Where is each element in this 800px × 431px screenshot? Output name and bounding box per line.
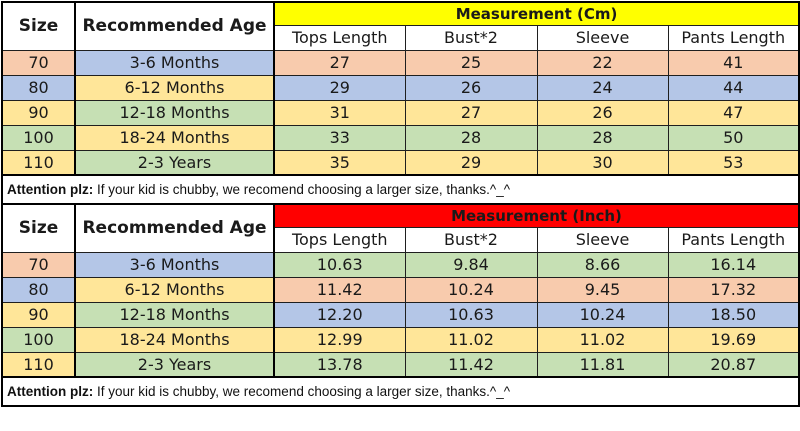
age-column-header-cm: Recommended Age: [74, 1, 275, 51]
value-cell: 50: [667, 124, 800, 151]
value-cell: 27: [273, 49, 406, 76]
value-cell: 41: [667, 49, 800, 76]
value-cell: 11.42: [273, 276, 406, 303]
value-cell: 28: [404, 124, 538, 151]
pants-length-header-inch: Pants Length: [667, 226, 800, 253]
size-chart-table: Size Recommended Age Measurement (Cm) To…: [1, 1, 800, 407]
value-cell: 29: [404, 149, 538, 176]
value-cell: 11.02: [404, 326, 538, 353]
attention-note-cm: Attention plz: If your kid is chubby, we…: [1, 174, 800, 205]
size-column-header-inch: Size: [1, 203, 76, 253]
table-row: 80 6-12 Months 29 26 24 44: [1, 74, 800, 101]
age-cell: 6-12 Months: [74, 276, 275, 303]
size-cell: 70: [1, 251, 76, 278]
age-cell: 18-24 Months: [74, 124, 275, 151]
attention-note-inch: Attention plz: If your kid is chubby, we…: [1, 376, 800, 407]
size-cell: 100: [1, 124, 76, 151]
table-row: 70 3-6 Months 10.63 9.84 8.66 16.14: [1, 251, 800, 278]
value-cell: 22: [536, 49, 669, 76]
value-cell: 10.63: [404, 301, 538, 328]
measurement-cm-band: Measurement (Cm): [273, 1, 800, 26]
size-cell: 70: [1, 49, 76, 76]
value-cell: 47: [667, 99, 800, 126]
attention-note-lead: Attention plz:: [7, 384, 94, 399]
sleeve-header-inch: Sleeve: [536, 226, 669, 253]
age-cell: 2-3 Years: [74, 149, 275, 176]
size-cell: 90: [1, 99, 76, 126]
age-cell: 2-3 Years: [74, 351, 275, 378]
size-cell: 80: [1, 74, 76, 101]
value-cell: 17.32: [667, 276, 800, 303]
value-cell: 12.99: [273, 326, 406, 353]
age-cell: 6-12 Months: [74, 74, 275, 101]
age-cell: 3-6 Months: [74, 251, 275, 278]
value-cell: 16.14: [667, 251, 800, 278]
value-cell: 10.63: [273, 251, 406, 278]
table-row: 110 2-3 Years 13.78 11.42 11.81 20.87: [1, 351, 800, 378]
size-cell: 90: [1, 301, 76, 328]
value-cell: 12.20: [273, 301, 406, 328]
value-cell: 31: [273, 99, 406, 126]
table-row: 100 18-24 Months 33 28 28 50: [1, 124, 800, 151]
value-cell: 44: [667, 74, 800, 101]
value-cell: 25: [404, 49, 538, 76]
cm-table-rows: 70 3-6 Months 27 25 22 41 80 6-12 Months 29 26 24 4…: [1, 49, 800, 176]
value-cell: 53: [667, 149, 800, 176]
bust-header-inch: Bust*2: [404, 226, 538, 253]
size-cell: 80: [1, 276, 76, 303]
table-row: 90 12-18 Months 31 27 26 47: [1, 99, 800, 126]
value-cell: 10.24: [404, 276, 538, 303]
tops-length-header-cm: Tops Length: [273, 24, 406, 51]
value-cell: 13.78: [273, 351, 406, 378]
age-cell: 3-6 Months: [74, 49, 275, 76]
table-row: 70 3-6 Months 27 25 22 41: [1, 49, 800, 76]
size-cell: 110: [1, 351, 76, 378]
value-cell: 30: [536, 149, 669, 176]
value-cell: 29: [273, 74, 406, 101]
attention-note-text: If your kid is chubby, we recomend choos…: [93, 182, 511, 197]
size-cell: 110: [1, 149, 76, 176]
size-column-header-cm: Size: [1, 1, 76, 51]
bust-header-cm: Bust*2: [404, 24, 538, 51]
value-cell: 18.50: [667, 301, 800, 328]
table-row: 90 12-18 Months 12.20 10.63 10.24 18.50: [1, 301, 800, 328]
attention-note-text: If your kid is chubby, we recomend choos…: [93, 384, 511, 399]
value-cell: 10.24: [536, 301, 669, 328]
value-cell: 9.45: [536, 276, 669, 303]
value-cell: 8.66: [536, 251, 669, 278]
value-cell: 35: [273, 149, 406, 176]
value-cell: 11.81: [536, 351, 669, 378]
age-cell: 18-24 Months: [74, 326, 275, 353]
value-cell: 9.84: [404, 251, 538, 278]
size-chart-sheet: Size Recommended Age Measurement (Cm) To…: [1, 1, 800, 407]
age-column-header-inch: Recommended Age: [74, 203, 275, 253]
age-cell: 12-18 Months: [74, 99, 275, 126]
pants-length-header-cm: Pants Length: [667, 24, 800, 51]
value-cell: 27: [404, 99, 538, 126]
value-cell: 28: [536, 124, 669, 151]
value-cell: 20.87: [667, 351, 800, 378]
inch-table-rows: 70 3-6 Months 10.63 9.84 8.66 16.14 80 6-12 Mon…: [1, 251, 800, 378]
sleeve-header-cm: Sleeve: [536, 24, 669, 51]
tops-length-header-inch: Tops Length: [273, 226, 406, 253]
value-cell: 11.02: [536, 326, 669, 353]
value-cell: 24: [536, 74, 669, 101]
age-cell: 12-18 Months: [74, 301, 275, 328]
value-cell: 19.69: [667, 326, 800, 353]
value-cell: 33: [273, 124, 406, 151]
value-cell: 11.42: [404, 351, 538, 378]
measurement-inch-band: Measurement (Inch): [273, 203, 800, 228]
value-cell: 26: [404, 74, 538, 101]
size-cell: 100: [1, 326, 76, 353]
table-row: 100 18-24 Months 12.99 11.02 11.02 19.69: [1, 326, 800, 353]
table-row: 80 6-12 Months 11.42 10.24 9.45 17.32: [1, 276, 800, 303]
attention-note-lead: Attention plz:: [7, 182, 94, 197]
value-cell: 26: [536, 99, 669, 126]
table-row: 110 2-3 Years 35 29 30 53: [1, 149, 800, 176]
